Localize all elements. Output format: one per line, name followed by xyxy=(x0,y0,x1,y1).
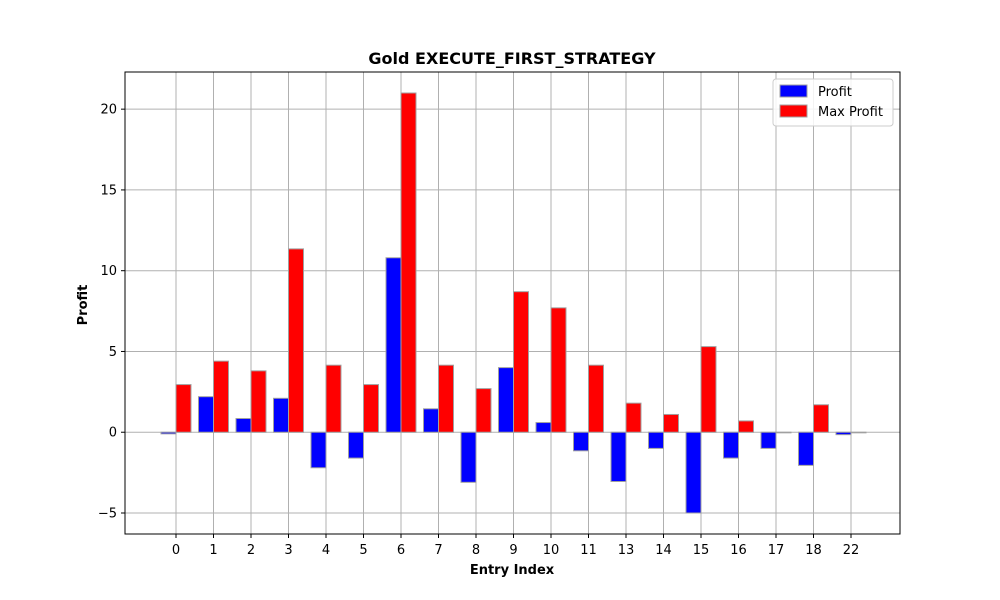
bar-max-profit xyxy=(588,364,604,433)
bar-max-profit xyxy=(288,248,304,433)
bar-profit xyxy=(573,431,589,452)
bar-max-profit xyxy=(363,384,379,433)
bar-profit xyxy=(423,408,439,433)
y-tick-label: 10 xyxy=(100,264,117,279)
bar-max-profit xyxy=(513,291,529,433)
bar-profit xyxy=(385,257,402,433)
legend: Profit Max Profit xyxy=(772,78,894,127)
x-tick-label: 14 xyxy=(655,543,672,558)
x-tick-label: 7 xyxy=(434,543,442,558)
x-tick-label: 2 xyxy=(247,543,255,558)
x-tick-label: 6 xyxy=(397,543,405,558)
legend-swatch-profit xyxy=(779,84,808,98)
bar-max-profit xyxy=(250,370,267,433)
bar-max-profit xyxy=(438,364,454,433)
x-tick-label: 18 xyxy=(805,543,822,558)
bar-profit xyxy=(610,431,627,483)
chart-title: Gold EXECUTE_FIRST_STRATEGY xyxy=(368,49,656,68)
x-tick-label: 5 xyxy=(359,543,367,558)
bar-profit xyxy=(235,418,252,433)
y-tick-label: −5 xyxy=(98,507,117,522)
bar-max-profit xyxy=(663,413,679,433)
bar-max-profit xyxy=(475,388,492,433)
bar-profit xyxy=(648,431,664,449)
x-tick-label: 22 xyxy=(843,543,860,558)
x-tick-label: 11 xyxy=(580,543,597,558)
bar-profit xyxy=(798,431,814,466)
bar-max-profit xyxy=(400,92,417,433)
bar-profit xyxy=(460,431,477,483)
bar-profit xyxy=(198,396,214,433)
bar-max-profit xyxy=(700,346,717,433)
y-tick-label: 0 xyxy=(109,426,117,441)
bar-profit xyxy=(348,431,364,459)
bar-profit xyxy=(685,431,702,514)
bar-profit xyxy=(723,431,739,459)
x-tick-label: 1 xyxy=(209,543,217,558)
x-tick-label: 13 xyxy=(618,543,635,558)
x-tick-label: 16 xyxy=(730,543,747,558)
bar-profit xyxy=(273,397,289,433)
x-tick-label: 9 xyxy=(509,543,517,558)
x-tick-label: 4 xyxy=(322,543,330,558)
y-tick-label: 5 xyxy=(109,345,117,360)
plot-frame xyxy=(124,71,901,535)
x-tick-label: 3 xyxy=(284,543,292,558)
bar-max-profit xyxy=(775,431,792,434)
bar-profit xyxy=(835,431,852,436)
bar-max-profit xyxy=(625,402,642,433)
x-tick-label: 10 xyxy=(543,543,560,558)
bar-profit xyxy=(498,367,514,433)
bar-profit xyxy=(160,431,177,435)
bar-max-profit xyxy=(813,404,829,433)
bar-max-profit xyxy=(325,364,342,433)
x-axis-ticks: 0 1 2 3 4 5 6 7 8 9 10 11 13 14 15 16 17 18 22 xyxy=(172,534,859,558)
y-axis-ticks: −5 0 5 10 15 20 xyxy=(98,103,125,522)
x-axis-title: Entry Index xyxy=(470,563,555,578)
bar-max-profit xyxy=(850,431,867,434)
x-tick-label: 17 xyxy=(768,543,785,558)
x-tick-label: 8 xyxy=(472,543,480,558)
legend-label-profit: Profit xyxy=(818,85,852,100)
y-tick-label: 15 xyxy=(100,183,117,198)
bar-profit xyxy=(535,422,552,433)
bar-max-profit xyxy=(550,307,567,433)
legend-swatch-max-profit xyxy=(779,104,808,118)
x-tick-label: 15 xyxy=(693,543,710,558)
x-tick-label: 0 xyxy=(172,543,180,558)
bar-max-profit xyxy=(213,360,229,433)
bars-group xyxy=(160,92,867,514)
legend-label-max-profit: Max Profit xyxy=(818,105,883,120)
bar-max-profit xyxy=(738,420,754,433)
y-tick-label: 20 xyxy=(100,103,117,118)
bar-profit xyxy=(310,431,327,469)
bar-profit xyxy=(760,431,777,449)
bar-max-profit xyxy=(175,384,192,433)
y-axis-title: Profit xyxy=(76,285,91,326)
